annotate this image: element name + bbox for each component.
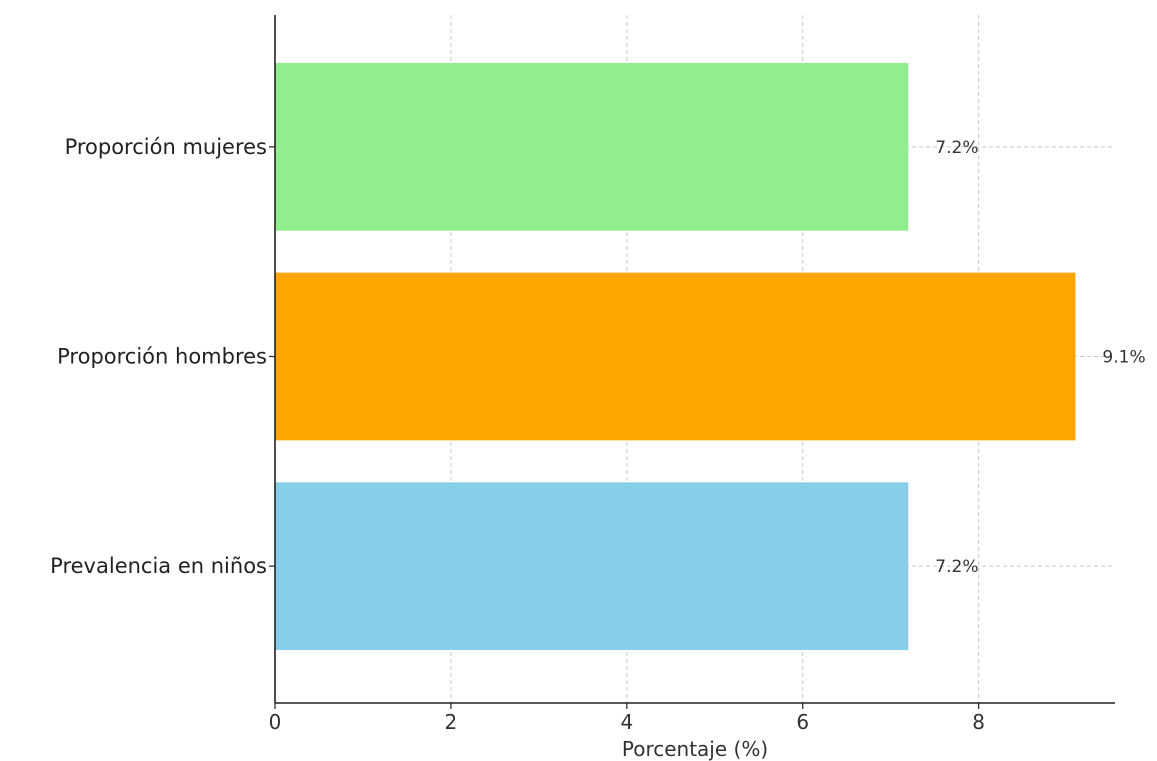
category-labels: Prevalencia en niños Proporción hombres Pr… [50, 135, 275, 578]
x-tick-label: 0 [269, 710, 282, 734]
data-label: 9.1% [1102, 348, 1145, 368]
bar [275, 62, 909, 231]
data-label: 7.2% [935, 138, 978, 158]
x-tick-label: 8 [972, 710, 985, 734]
x-axis-title: Porcentaje (%) [622, 737, 768, 761]
category-label: Proporción hombres [57, 345, 267, 369]
bar [275, 272, 1076, 441]
x-ticks: 0 2 4 6 8 [269, 703, 985, 734]
bar [275, 482, 909, 651]
bars [275, 62, 1076, 651]
data-labels: 7.2% 9.1% 7.2% [935, 138, 1145, 577]
x-tick-label: 6 [796, 710, 809, 734]
category-label: Proporción mujeres [65, 135, 267, 159]
data-label: 7.2% [935, 557, 978, 577]
x-tick-label: 4 [620, 710, 633, 734]
category-label: Prevalencia en niños [50, 554, 267, 578]
x-tick-label: 2 [445, 710, 458, 734]
axes [274, 15, 1115, 704]
